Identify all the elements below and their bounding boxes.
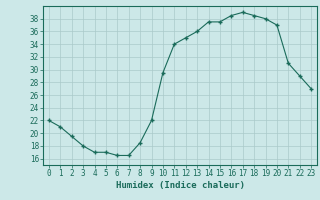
X-axis label: Humidex (Indice chaleur): Humidex (Indice chaleur) xyxy=(116,181,244,190)
